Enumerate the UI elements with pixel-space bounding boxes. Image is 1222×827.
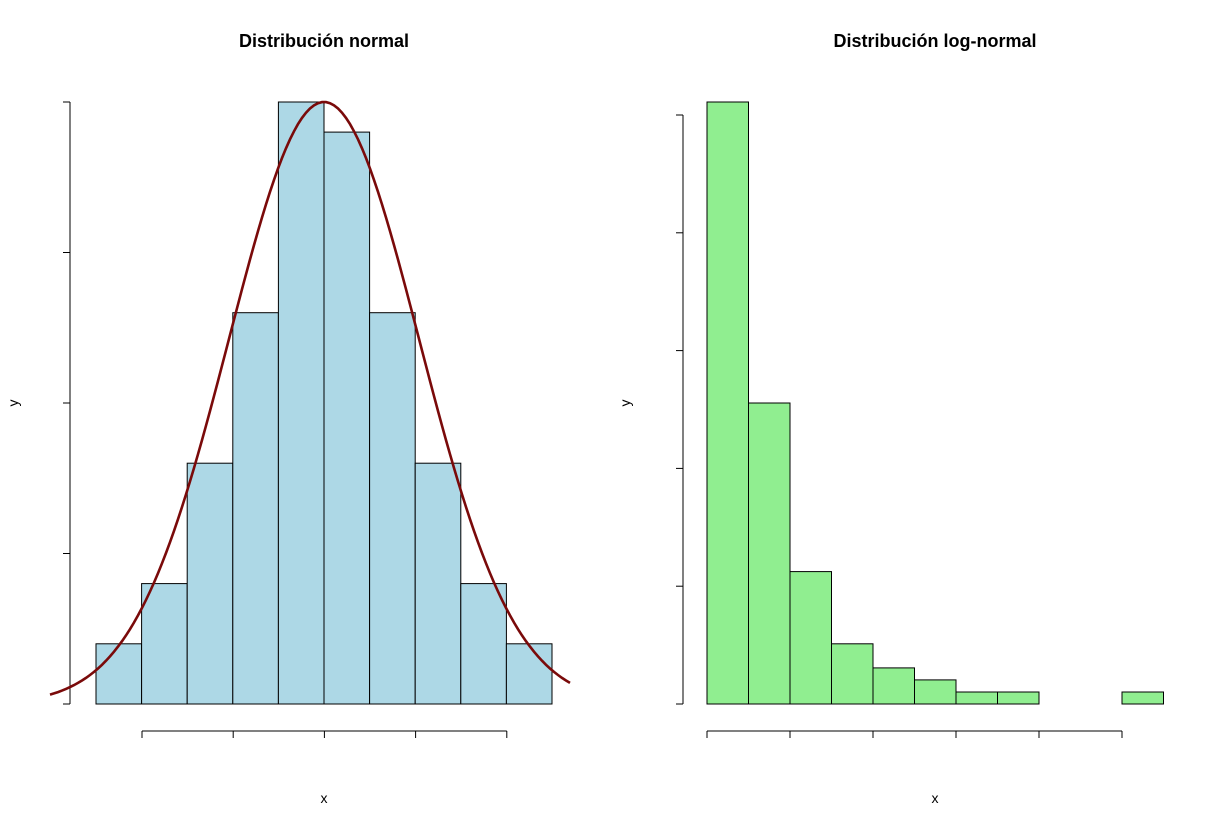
chart-normal-bar-4: [232, 312, 279, 705]
chart-normal: Distribución normal x y: [5, 31, 571, 806]
chart-lognormal-bar-6: [914, 679, 957, 705]
chart-normal-xlabel: x: [321, 790, 328, 806]
chart-normal-bar-8: [414, 462, 462, 705]
chart-normal-density-curve: [49, 100, 571, 696]
chart-lognormal-bar-2: [748, 402, 791, 705]
chart-normal-bar-3: [186, 462, 234, 705]
chart-lognormal-xlabel: x: [932, 790, 939, 806]
chart-normal-bar-10: [505, 643, 553, 705]
chart-lognormal-bar-4: [831, 643, 874, 705]
chart-normal-y-axis: [63, 101, 71, 705]
chart-normal-title: Distribución normal: [239, 31, 409, 51]
chart-normal-bar-5: [277, 101, 325, 705]
chart-lognormal-bar-1: [706, 101, 749, 705]
chart-normal-x-axis: [141, 730, 508, 738]
chart-lognormal-bar-5: [872, 667, 915, 705]
chart-normal-bar-7: [369, 312, 416, 705]
chart-lognormal-bars: [706, 101, 1164, 705]
chart-lognormal-bar-3: [789, 571, 832, 705]
chart-normal-bar-9: [460, 583, 507, 705]
chart-normal-ylabel: y: [5, 400, 21, 407]
chart-normal-bar-2: [141, 583, 188, 705]
chart-lognormal-y-axis: [676, 114, 684, 705]
chart-lognormal-x-axis: [706, 730, 1123, 738]
chart-normal-bar-6: [323, 131, 371, 705]
chart-lognormal-ylabel: y: [617, 400, 633, 407]
chart-normal-bars: [95, 101, 553, 705]
chart-normal-bar-1: [95, 643, 143, 705]
chart-lognormal-bar-7: [955, 691, 998, 705]
chart-lognormal: Distribución log-normal x y: [617, 31, 1164, 806]
chart-lognormal-title: Distribución log-normal: [833, 31, 1036, 51]
chart-lognormal-bar-11: [1121, 691, 1164, 705]
chart-lognormal-bar-8: [997, 691, 1040, 705]
